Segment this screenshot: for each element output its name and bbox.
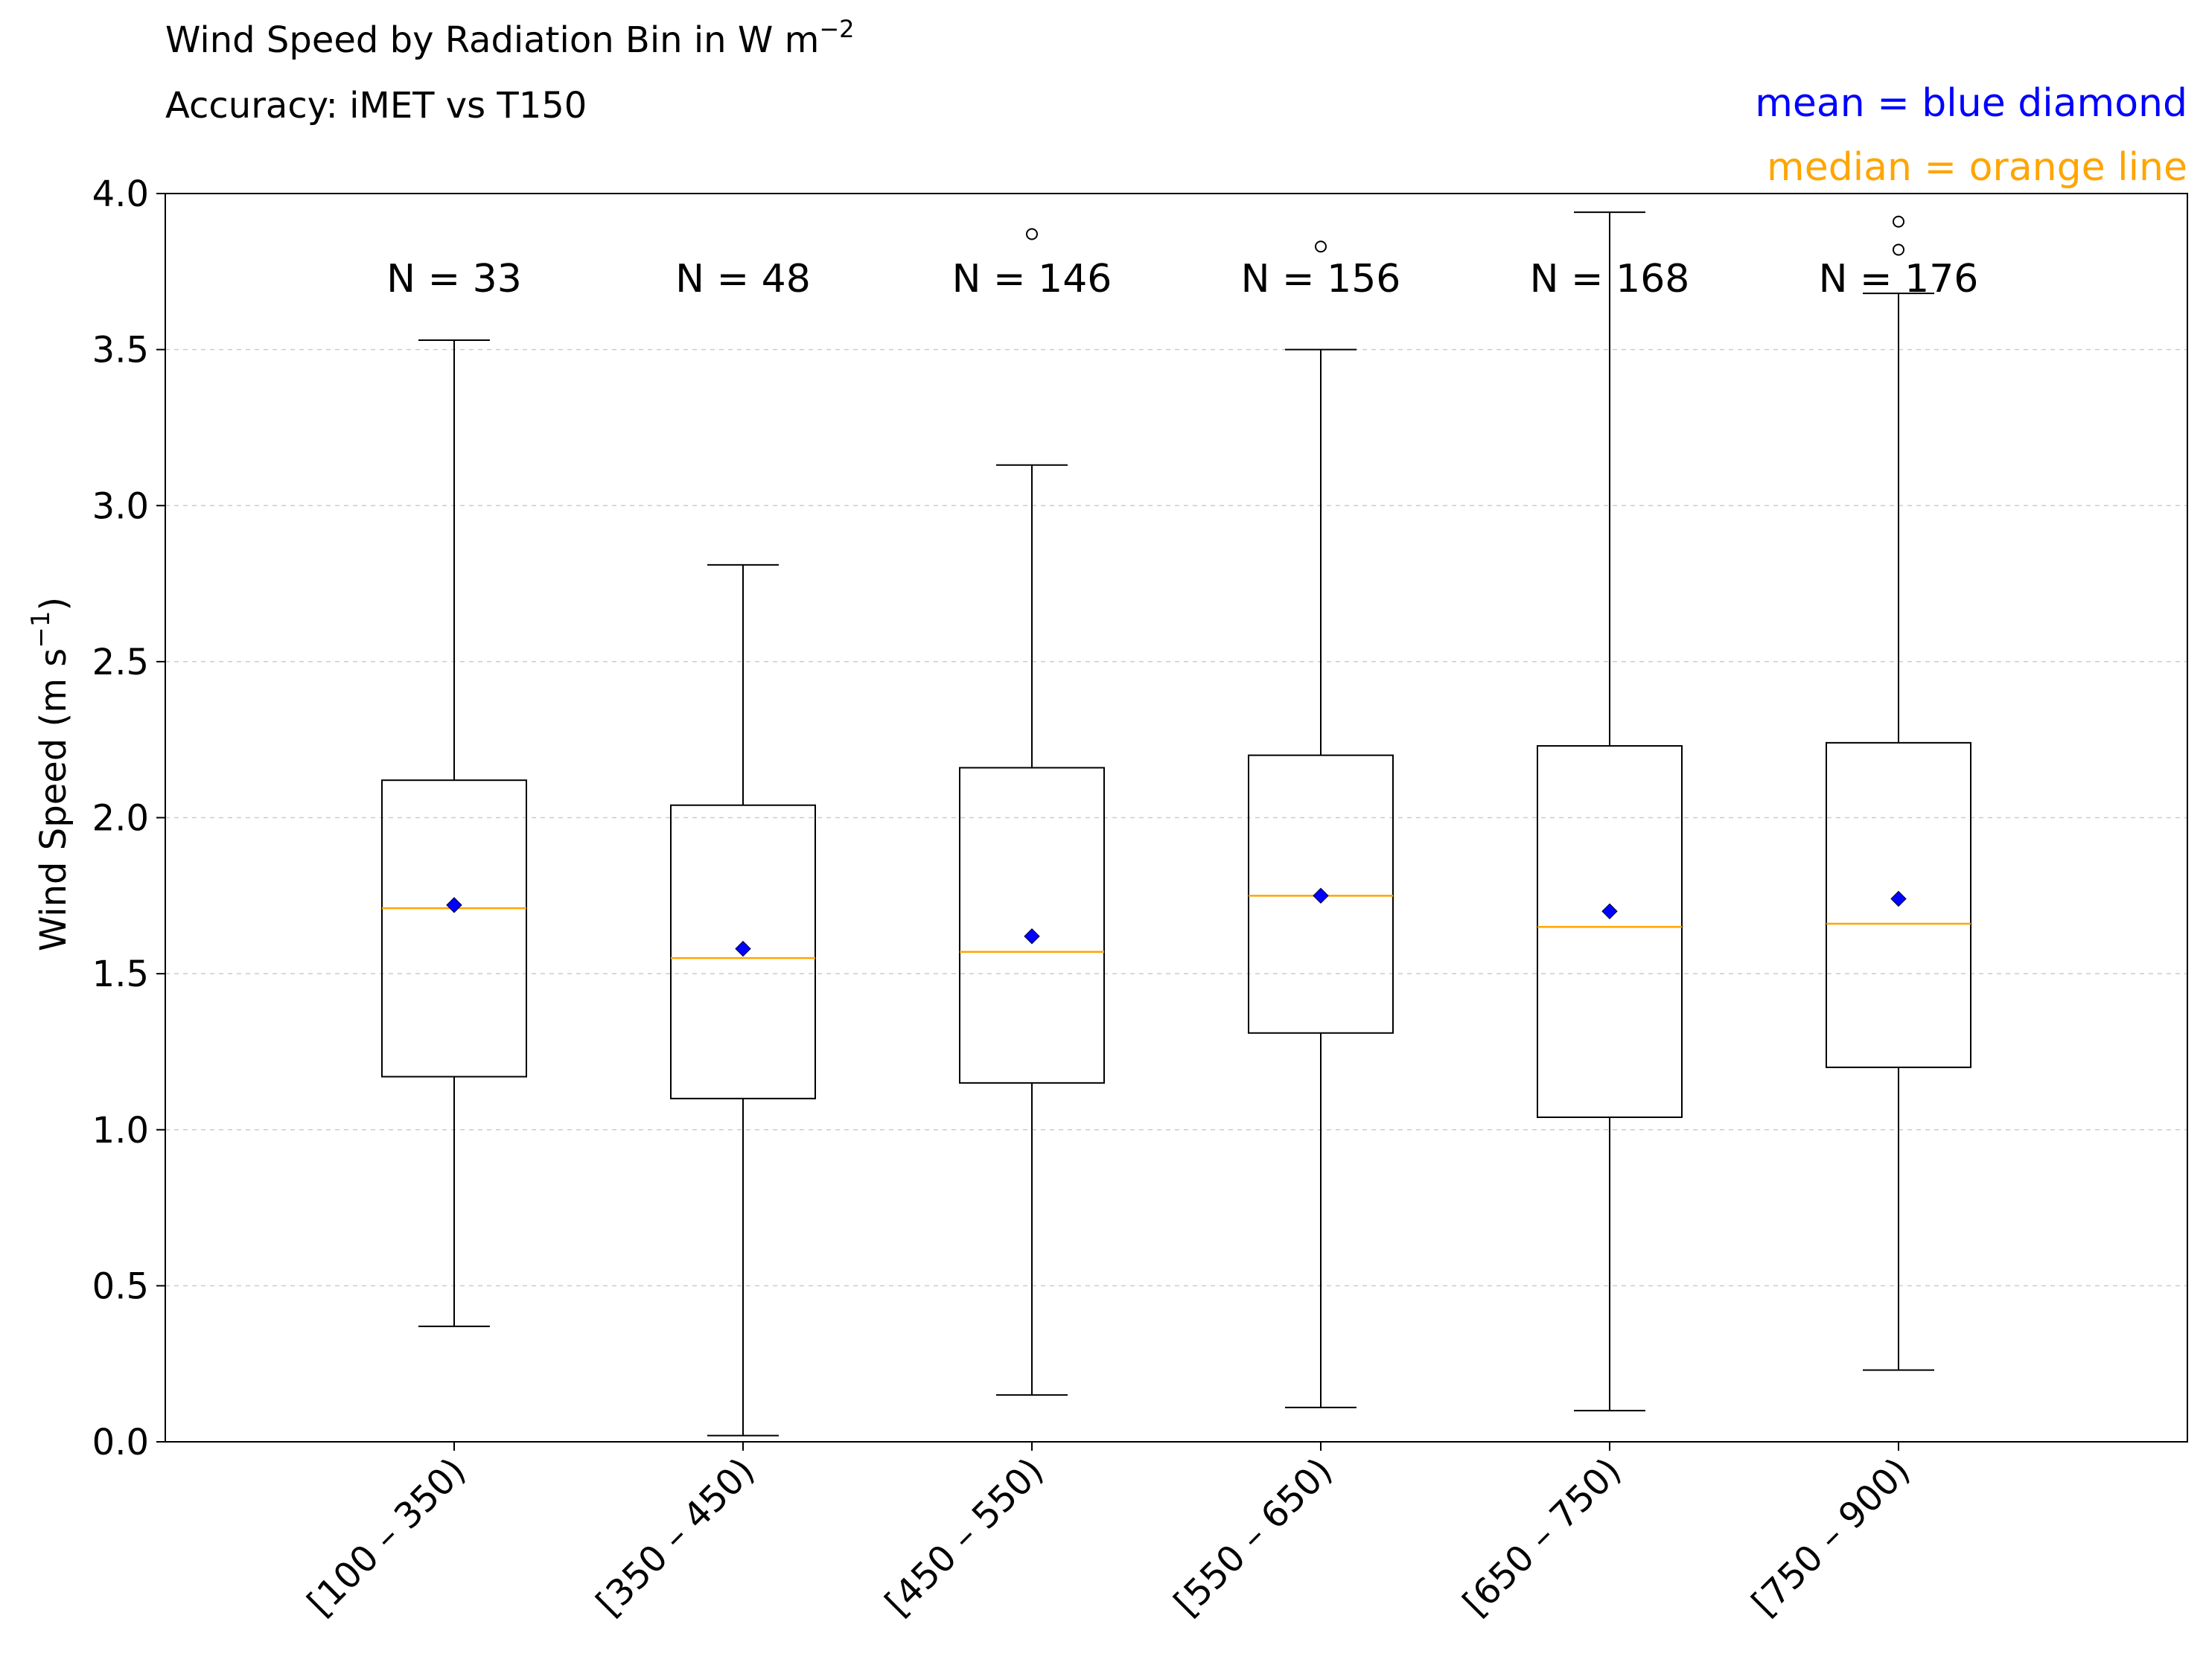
- grid-layer: [165, 348, 2187, 1287]
- plot-area-frame: [165, 193, 2188, 1443]
- iqr-box: [1537, 745, 1683, 1118]
- count-label: N = 33: [386, 257, 522, 301]
- count-label: N = 176: [1819, 257, 1979, 301]
- y-axis-label-superscript: −1: [26, 611, 56, 648]
- x-tick-label: [550 – 650): [1166, 1450, 1340, 1624]
- box-group: N = 168: [1530, 211, 1690, 1412]
- legend-mean-label: mean = blue diamond: [1755, 81, 2187, 126]
- iqr-box: [1248, 754, 1394, 1034]
- mean-diamond: [446, 897, 462, 913]
- tick-layer: 0.0 0.5 1.0 1.5 2.0 2.5 3.0 3.5 4.0 [100 – 350) [3…: [92, 173, 1919, 1624]
- x-tick-label: [450 – 550): [877, 1450, 1051, 1624]
- count-label: N = 156: [1241, 257, 1401, 301]
- x-tick-label: [100 – 350): [299, 1450, 474, 1624]
- chart-title-superscript: −2: [819, 15, 854, 43]
- box-layer: N = 33 N = 48 N = 146 N = 156 N = 168 N = 176: [381, 211, 1979, 1437]
- chart-subtitle: Accuracy: iMET vs T150: [165, 85, 587, 127]
- count-label: N = 146: [952, 257, 1112, 301]
- y-tick-label: 0.5: [92, 1265, 149, 1307]
- x-tick-label: [750 – 900): [1744, 1450, 1918, 1624]
- y-tick-label: 1.5: [92, 954, 149, 995]
- box-group: N = 176: [1819, 215, 1979, 1371]
- y-axis-label-end: ): [33, 597, 74, 611]
- y-tick-label: 2.0: [92, 798, 149, 840]
- y-tick-label: 2.5: [92, 642, 149, 683]
- mean-diamond: [1601, 903, 1618, 919]
- mean-diamond: [735, 940, 751, 957]
- iqr-box: [1826, 741, 1971, 1068]
- y-tick-label: 0.0: [92, 1422, 149, 1463]
- iqr-box: [381, 779, 527, 1078]
- count-label: N = 48: [675, 257, 811, 301]
- box-group: N = 146: [952, 228, 1112, 1396]
- y-tick-label: 1.0: [92, 1110, 149, 1152]
- mean-diamond: [1890, 890, 1907, 907]
- box-group: N = 48: [670, 257, 816, 1437]
- y-axis-label: Wind Speed (m s−1): [26, 597, 74, 951]
- y-tick-label: 4.0: [92, 173, 149, 215]
- outlier-point: [1315, 240, 1327, 253]
- mean-diamond: [1313, 887, 1329, 904]
- iqr-box: [959, 767, 1105, 1084]
- box-group: N = 33: [381, 257, 527, 1327]
- legend-median-label: median = orange line: [1767, 145, 2187, 190]
- chart-title: Wind Speed by Radiation Bin in W m−2: [165, 15, 855, 61]
- y-tick-label: 3.5: [92, 330, 149, 371]
- y-tick-label: 3.0: [92, 485, 149, 527]
- count-label: N = 168: [1530, 257, 1690, 301]
- outlier-point: [1893, 243, 1904, 256]
- box-group: N = 156: [1241, 240, 1401, 1408]
- x-tick-label: [350 – 450): [588, 1450, 762, 1624]
- outlier-point: [1026, 228, 1038, 240]
- mean-diamond: [1024, 928, 1040, 945]
- outlier-point: [1893, 215, 1904, 228]
- x-tick-label: [650 – 750): [1455, 1450, 1629, 1624]
- iqr-box: [670, 804, 816, 1099]
